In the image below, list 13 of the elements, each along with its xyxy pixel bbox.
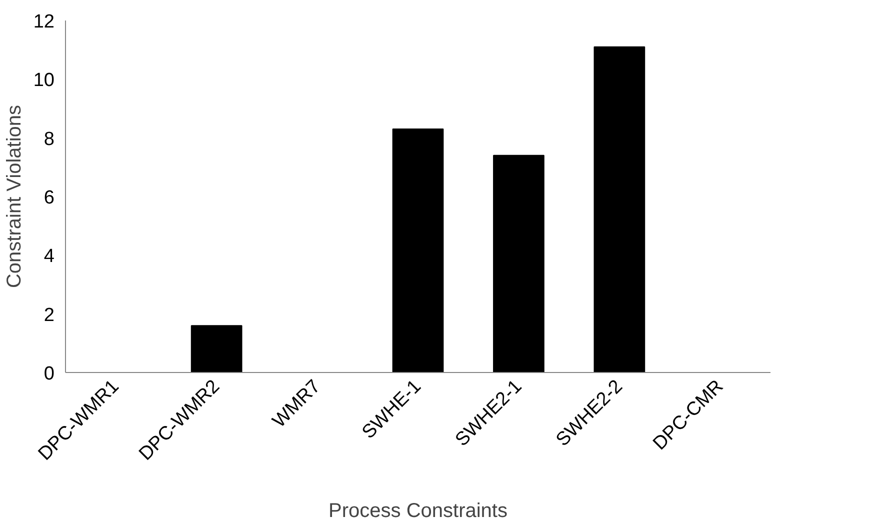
bar	[190, 325, 242, 372]
y-tick-label: 6	[44, 188, 55, 208]
y-tick-label: 8	[44, 128, 55, 150]
y-axis-title: Constraint Violations	[3, 104, 26, 288]
y-tick-label: 10	[33, 70, 55, 92]
bar	[594, 46, 646, 372]
bar	[493, 154, 544, 372]
x-axis-title: Process Constraints	[328, 500, 508, 522]
bar	[392, 128, 444, 372]
y-tick-label: 12	[33, 12, 55, 32]
y-tick-label: 0	[44, 364, 55, 384]
y-tick-label: 2	[44, 304, 55, 326]
y-tick-label: 4	[44, 246, 55, 268]
